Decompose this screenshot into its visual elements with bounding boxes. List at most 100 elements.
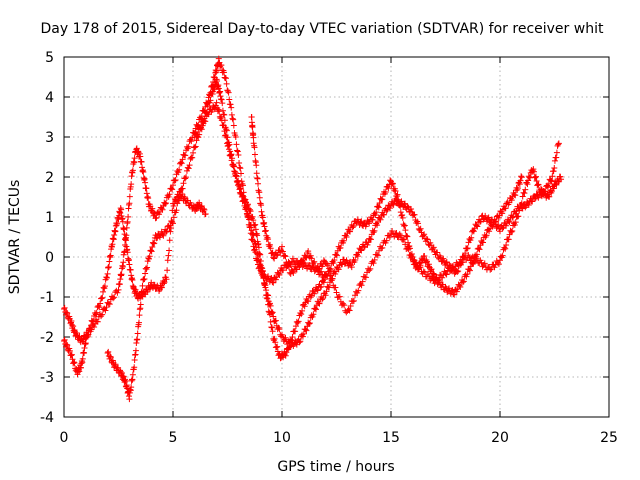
data-point <box>533 191 540 198</box>
data-point <box>264 291 271 298</box>
data-point <box>304 265 311 272</box>
plot-frame <box>63 56 610 418</box>
data-point <box>270 279 277 286</box>
data-point <box>231 163 238 170</box>
data-point <box>265 236 272 243</box>
data-point <box>343 233 350 240</box>
data-point <box>443 258 450 265</box>
y-tick-label: -1 <box>40 290 54 306</box>
data-point <box>274 343 281 350</box>
data-point <box>551 165 558 172</box>
data-point <box>145 195 152 202</box>
data-point <box>419 256 426 263</box>
data-point <box>129 371 136 378</box>
data-point <box>289 333 296 340</box>
data-point <box>555 178 562 185</box>
data-point <box>160 232 167 239</box>
data-point <box>182 175 189 182</box>
data-point <box>166 237 173 244</box>
data-point <box>267 275 274 282</box>
data-point <box>232 134 239 141</box>
data-point <box>379 196 386 203</box>
data-point <box>239 182 246 189</box>
data-point <box>163 200 170 207</box>
data-point <box>132 347 139 354</box>
data-point <box>354 216 361 223</box>
data-point <box>255 256 262 263</box>
data-point <box>245 212 252 219</box>
data-point <box>236 164 243 171</box>
data-point <box>497 228 503 235</box>
data-point <box>101 283 108 290</box>
data-point <box>228 104 235 111</box>
data-point <box>299 307 306 314</box>
data-point <box>224 134 231 141</box>
data-point <box>306 320 313 327</box>
data-point <box>164 267 171 274</box>
data-point <box>230 116 237 123</box>
data-point <box>268 310 275 317</box>
data-point <box>175 169 182 176</box>
data-point <box>238 170 245 177</box>
data-point <box>365 239 372 246</box>
data-point <box>169 186 176 193</box>
data-point <box>359 278 366 285</box>
data-point <box>502 205 509 212</box>
data-point <box>91 323 98 330</box>
data-point <box>546 193 553 200</box>
data-point <box>272 317 279 324</box>
data-point <box>311 290 318 297</box>
data-point <box>534 182 541 189</box>
data-point <box>323 288 330 295</box>
data-point <box>131 155 138 162</box>
data-point <box>519 193 526 200</box>
data-point <box>354 253 361 260</box>
data-point <box>389 228 396 235</box>
data-point <box>166 247 173 254</box>
data-point <box>86 325 93 332</box>
data-point <box>416 264 423 271</box>
data-point <box>61 306 67 312</box>
data-point <box>491 264 498 271</box>
data-point <box>237 190 244 197</box>
data-point <box>537 185 544 192</box>
data-point <box>383 237 390 244</box>
data-point <box>399 214 406 221</box>
data-point <box>162 200 169 207</box>
data-point <box>446 261 453 268</box>
data-point <box>389 180 396 187</box>
data-point <box>421 253 428 260</box>
data-point <box>321 276 328 283</box>
data-point <box>373 209 380 216</box>
data-point <box>248 114 255 121</box>
data-point <box>420 232 427 239</box>
data-point <box>202 210 209 217</box>
data-point <box>282 253 289 260</box>
data-point <box>299 333 306 340</box>
data-point <box>250 232 257 239</box>
data-point <box>265 273 272 280</box>
data-point <box>377 216 384 223</box>
data-point <box>280 267 287 274</box>
data-point <box>244 213 251 220</box>
data-point <box>186 162 193 169</box>
data-point <box>446 268 453 275</box>
data-point <box>102 307 109 314</box>
data-point <box>301 303 308 310</box>
data-point <box>207 97 214 104</box>
data-point <box>486 228 493 235</box>
data-point <box>394 191 401 198</box>
data-point <box>139 282 146 289</box>
data-point <box>168 185 175 192</box>
data-point <box>151 240 158 247</box>
data-point <box>87 326 94 333</box>
data-point <box>324 262 331 269</box>
data-point <box>182 152 189 159</box>
data-point <box>420 268 427 275</box>
data-point <box>314 287 321 294</box>
data-point <box>112 361 119 368</box>
data-point <box>525 201 532 208</box>
data-point <box>269 279 276 286</box>
data-point <box>176 166 183 173</box>
data-point <box>399 211 406 218</box>
